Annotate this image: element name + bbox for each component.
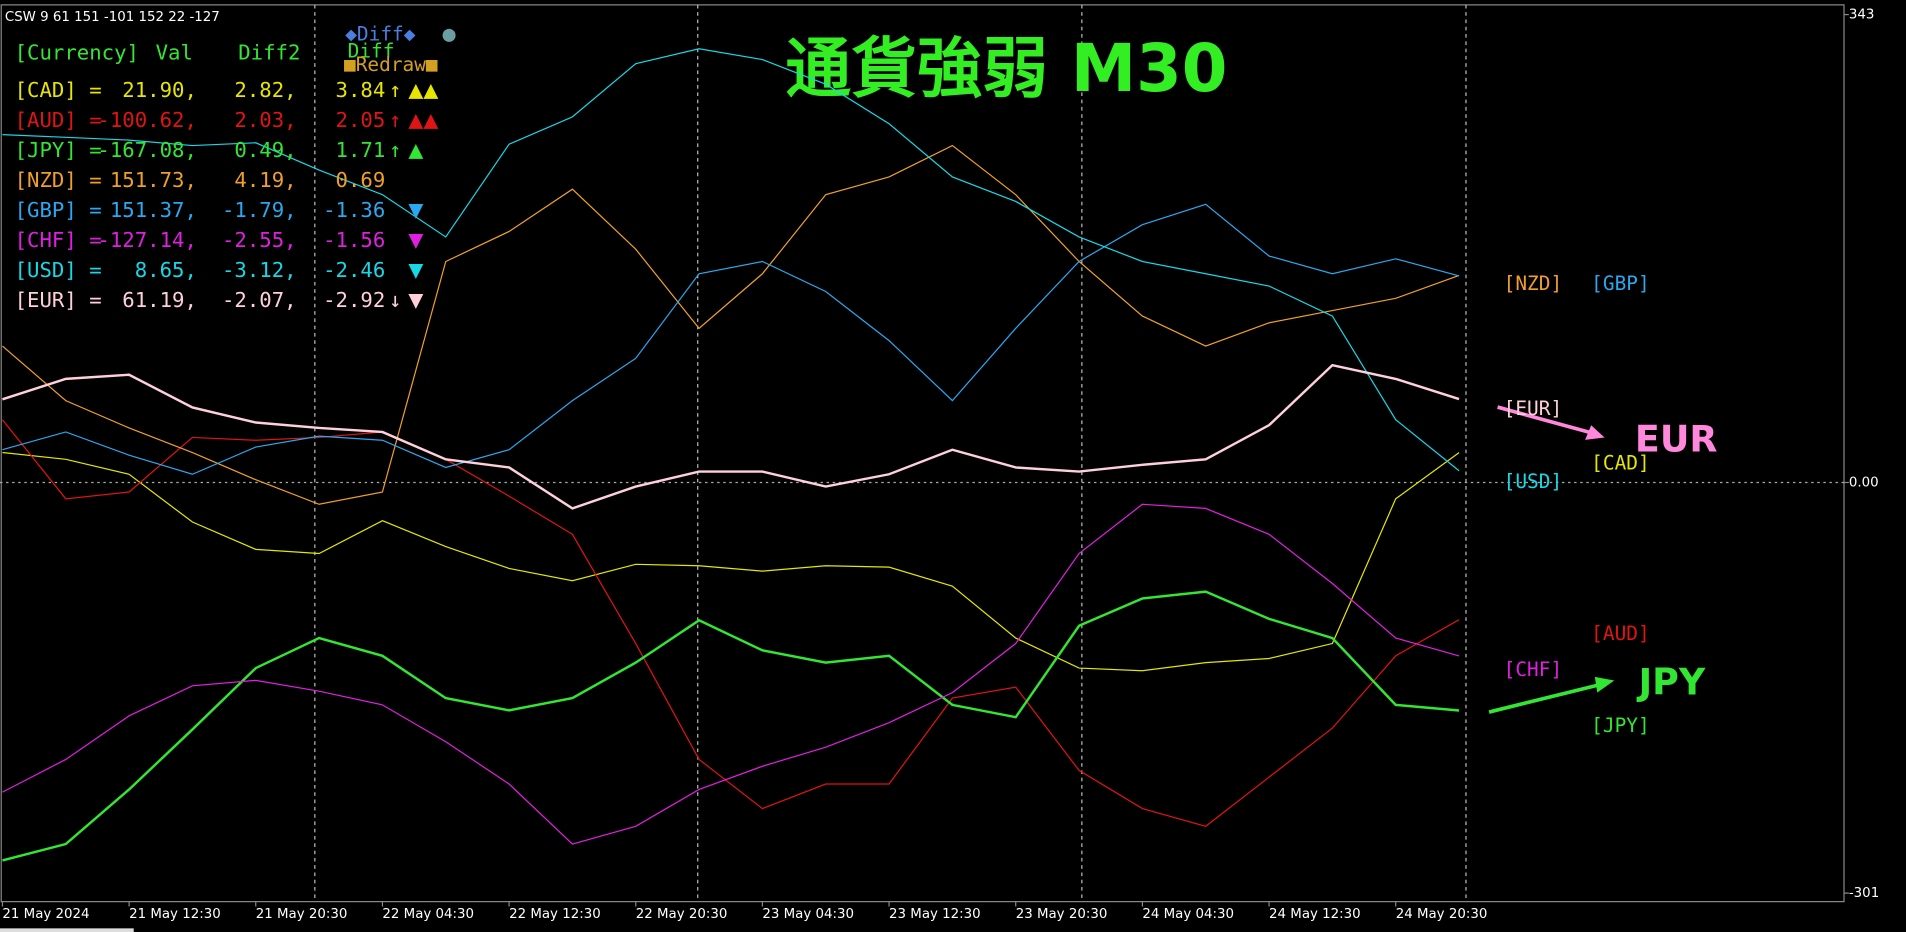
series-line	[2, 503, 1460, 845]
panel-cell: 0.69	[336, 168, 386, 192]
diff-label: Diff	[348, 40, 395, 63]
panel-signal: ▲▲	[408, 109, 438, 132]
scroll-bar	[0, 928, 134, 932]
panel-cell: 2.82,	[234, 78, 296, 102]
x-tick-label: 22 May 20:30	[636, 907, 728, 922]
series-line	[2, 363, 1460, 510]
panel-header: Diff2	[238, 40, 300, 64]
panel-arrow: ↑	[389, 108, 401, 132]
panel-cell: 151.73,	[110, 168, 197, 192]
panel-cell: 1.71	[336, 138, 386, 162]
y-tick-label: -301	[1849, 886, 1879, 901]
panel-arrow: ↓	[389, 288, 401, 312]
panel-signal: ▼	[408, 259, 423, 282]
arrow-head	[1594, 676, 1615, 693]
series-line	[2, 48, 1460, 472]
indicator-header: CSW 9 61 151 -101 152 22 -127	[5, 10, 220, 25]
annotation-arrow	[1488, 682, 1603, 714]
x-tick-label: 24 May 04:30	[1142, 907, 1234, 922]
panel-signal: ▼	[408, 229, 423, 252]
x-tick-label: 21 May 20:30	[256, 907, 348, 922]
plot-frame	[0, 4, 1845, 903]
chart-title: 通貨強弱 M30	[786, 31, 1228, 107]
annotation: EUR	[1635, 418, 1718, 461]
period-separators	[314, 4, 1467, 902]
x-tick-label: 21 May 12:30	[129, 907, 221, 922]
diff-button[interactable]: ◆Diff◆	[345, 23, 416, 46]
panel-cell: -167.08,	[97, 138, 197, 162]
legend-label: [NZD]	[1504, 272, 1563, 295]
redraw-button[interactable]: ■Redraw■	[344, 53, 438, 76]
legend-label: [CAD]	[1591, 452, 1650, 475]
panel-cell: [NZD] =	[15, 168, 102, 192]
panel-cell: 151.37,	[110, 198, 197, 222]
annotation-arrow	[1497, 405, 1596, 436]
y-tick-label: 0.00	[1849, 475, 1879, 490]
panel-arrow: ↑	[389, 138, 401, 162]
panel-signal: ▲	[408, 139, 423, 162]
series-line	[2, 203, 1460, 475]
legend-label: [JPY]	[1591, 714, 1650, 737]
panel-signal: ▼	[408, 199, 423, 222]
panel-cell: -2.46	[323, 258, 385, 282]
x-tick-label: 21 May 2024	[2, 907, 89, 922]
panel-signal: ▼	[408, 289, 423, 312]
panel-arrow: ↑	[389, 78, 401, 102]
x-tick-label: 23 May 20:30	[1016, 907, 1108, 922]
panel-cell: 8.65,	[135, 258, 197, 282]
x-tick-label: 23 May 12:30	[889, 907, 981, 922]
panel-cell: [JPY] =	[15, 138, 102, 162]
panel-cell: [AUD] =	[15, 108, 102, 132]
panel-signal: ▲▲	[408, 79, 438, 102]
arrow-head	[1585, 425, 1605, 440]
panel-cell: 61.19,	[122, 288, 197, 312]
y-tick-label: 343	[1849, 8, 1875, 23]
panel-cell: -127.14,	[97, 228, 197, 252]
panel-cell: -1.56	[323, 228, 385, 252]
panel-cell: 2.05	[336, 108, 386, 132]
panel-header: Val	[156, 40, 193, 64]
panel-cell: -1.36	[323, 198, 385, 222]
panel-cell: [USD] =	[15, 258, 102, 282]
panel-cell: -2.92	[323, 288, 385, 312]
series-line	[1, 419, 1460, 827]
legend-label: [EUR]	[1504, 397, 1563, 420]
x-tick-label: 24 May 20:30	[1396, 907, 1488, 922]
annotation: JPY	[1636, 661, 1706, 704]
panel-cell: -1.79,	[222, 198, 297, 222]
legend-label: [GBP]	[1591, 272, 1650, 295]
panel-cell: 0.49,	[234, 138, 296, 162]
panel-cell: -3.12,	[222, 258, 297, 282]
panel-cell: 21.90,	[122, 78, 197, 102]
legend-label: [AUD]	[1591, 622, 1650, 645]
x-tick-label: 23 May 04:30	[762, 907, 854, 922]
circle-button[interactable]: ●	[442, 22, 456, 47]
panel-cell: -2.55,	[222, 228, 297, 252]
panel-cell: -100.62,	[97, 108, 197, 132]
panel-cell: 2.03,	[234, 108, 296, 132]
panel-cell: 3.84	[336, 78, 386, 102]
series-line	[2, 451, 1460, 672]
x-tick-label: 22 May 04:30	[382, 907, 474, 922]
legend-label: [CHF]	[1504, 658, 1563, 681]
panel-cell: [CAD] =	[15, 78, 102, 102]
panel-header: [Currency]	[15, 40, 139, 64]
panel-cell: -2.07,	[222, 288, 297, 312]
series-line	[2, 144, 1460, 505]
series-line	[2, 590, 1460, 862]
x-tick-label: 22 May 12:30	[509, 907, 601, 922]
panel-cell: [CHF] =	[15, 228, 102, 252]
legend-label: [USD]	[1504, 470, 1563, 493]
x-tick-label: 24 May 12:30	[1269, 907, 1361, 922]
panel-cell: [EUR] =	[15, 288, 102, 312]
panel-cell: 4.19,	[234, 168, 296, 192]
panel-cell: [GBP] =	[15, 198, 102, 222]
